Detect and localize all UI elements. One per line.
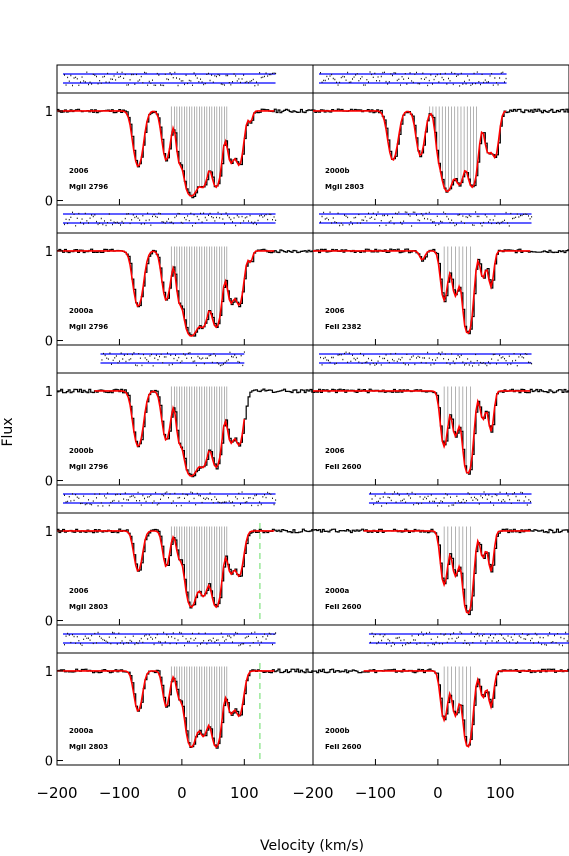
y-tick-label: 0: [45, 475, 53, 490]
residual-points: [370, 491, 531, 507]
panel-epoch-label: 2000b: [325, 167, 350, 175]
panel-ion-label: FeII 2600: [325, 743, 362, 751]
model-fit: [94, 390, 246, 477]
panel-ion-label: MgII 2803: [325, 183, 364, 191]
residual-points: [370, 631, 569, 647]
residual-points: [64, 491, 277, 507]
spectrum-data: [57, 528, 314, 609]
y-tick-label: 1: [45, 525, 53, 540]
panel-ion-label: FeII 2382: [325, 323, 362, 331]
component-lines: [170, 666, 228, 747]
panel-2000a-MgII-2803: 0 1 2000a MgII 2803: [45, 624, 314, 770]
panel-ion-label: MgII 2796: [69, 323, 108, 331]
panel-epoch-label: 2006: [325, 307, 345, 315]
model-fit: [363, 530, 531, 615]
residual-frame: [312, 344, 569, 374]
component-lines: [170, 246, 228, 337]
residual-points: [320, 351, 533, 367]
residual-points: [101, 351, 245, 367]
component-lines: [443, 526, 471, 613]
x-tick-label: −100: [99, 784, 140, 802]
residual-frame: [312, 484, 569, 514]
model-fit: [313, 390, 531, 475]
residual-frame: [56, 204, 314, 234]
residual-points: [64, 71, 277, 87]
residual-frame: [56, 484, 314, 514]
panel-ion-label: FeII 2600: [325, 603, 362, 611]
model-fit: [313, 110, 507, 193]
panel-epoch-label: 2000b: [69, 447, 94, 455]
model-fit: [363, 670, 568, 748]
panel-grid: 0 1 2006 MgII 2796 2000b MgII 2803 0 1 2000a MgII…: [45, 64, 569, 770]
residual-points: [64, 631, 277, 647]
panel-2000b-MgII-2796: 0 1 2000b MgII 2796: [45, 344, 314, 490]
x-tick-label: 0: [433, 784, 443, 802]
panel-epoch-label: 2000b: [325, 727, 350, 735]
x-tick-label: 0: [177, 784, 187, 802]
residual-points: [64, 211, 277, 227]
x-tick-label: 100: [486, 784, 515, 802]
panel-epoch-label: 2000a: [325, 587, 349, 595]
residual-frame: [56, 624, 314, 654]
y-tick-label: 0: [45, 755, 53, 770]
panel-epoch-label: 2000a: [69, 307, 93, 315]
residual-frame: [312, 624, 569, 654]
panel-ion-label: MgII 2803: [69, 743, 108, 751]
component-lines: [429, 106, 477, 192]
panel-epoch-label: 2006: [69, 167, 89, 175]
x-tick-label: −200: [36, 784, 77, 802]
x-axis-title: Velocity (km/s): [260, 838, 364, 854]
spectrum-data: [313, 388, 569, 475]
component-lines: [170, 386, 228, 477]
x-tick-label: 100: [230, 784, 259, 802]
x-tick-label: −100: [355, 784, 396, 802]
residual-frame: [56, 344, 314, 374]
spectrum-data: [313, 108, 569, 193]
panel-2000b-MgII-2803: 2000b MgII 2803: [312, 64, 569, 206]
residual-points: [320, 211, 533, 227]
panel-epoch-label: 2000a: [69, 727, 93, 735]
panel-ion-label: MgII 2803: [69, 603, 108, 611]
y-tick-label: 1: [45, 105, 53, 120]
panel-2006-FeII-2600: 2006 FeII 2600: [312, 344, 569, 486]
spectrum-data: [57, 388, 314, 478]
panel-2006-FeII-2382: 2006 FeII 2382: [312, 204, 569, 346]
residual-frame: [56, 64, 314, 94]
spectrum-data: [313, 248, 569, 335]
component-lines: [443, 666, 471, 746]
panel-2006-MgII-2796: 0 1 2006 MgII 2796: [45, 64, 314, 210]
y-tick-label: 0: [45, 335, 53, 350]
panel-ion-label: MgII 2796: [69, 183, 108, 191]
y-axis-title: Flux: [0, 417, 16, 446]
y-tick-label: 1: [45, 665, 53, 680]
component-lines: [170, 526, 228, 607]
spectrum-data: [313, 528, 569, 616]
y-tick-label: 1: [45, 245, 53, 260]
panel-2006-MgII-2803: 0 1 2006 MgII 2803: [45, 484, 314, 630]
spectrum-data: [57, 668, 314, 749]
y-tick-label: 0: [45, 195, 53, 210]
model-fit: [313, 250, 531, 335]
model-fit: [57, 670, 275, 749]
panel-2000a-MgII-2796: 0 1 2000a MgII 2796: [45, 204, 314, 350]
x-tick-labels: −200 −100 0 100 −200 −100 0 100: [36, 784, 514, 802]
panel-epoch-label: 2006: [325, 447, 345, 455]
model-fit: [57, 250, 275, 337]
panel-ion-label: MgII 2796: [69, 463, 108, 471]
model-fit: [57, 530, 275, 609]
model-fit: [57, 110, 275, 197]
residual-points: [320, 71, 507, 87]
residual-frame: [312, 64, 569, 94]
panel-ion-label: FeII 2600: [325, 463, 362, 471]
panel-epoch-label: 2006: [69, 587, 89, 595]
spectrum-frame: [312, 652, 569, 766]
panel-2000b-FeII-2600: 2000b FeII 2600: [312, 624, 569, 766]
y-tick-label: 0: [45, 615, 53, 630]
y-tick-label: 1: [45, 385, 53, 400]
component-lines: [443, 386, 471, 473]
residual-frame: [312, 204, 569, 234]
panel-2000a-FeII-2600: 2000a FeII 2600: [312, 484, 569, 626]
x-tick-label: −200: [292, 784, 333, 802]
